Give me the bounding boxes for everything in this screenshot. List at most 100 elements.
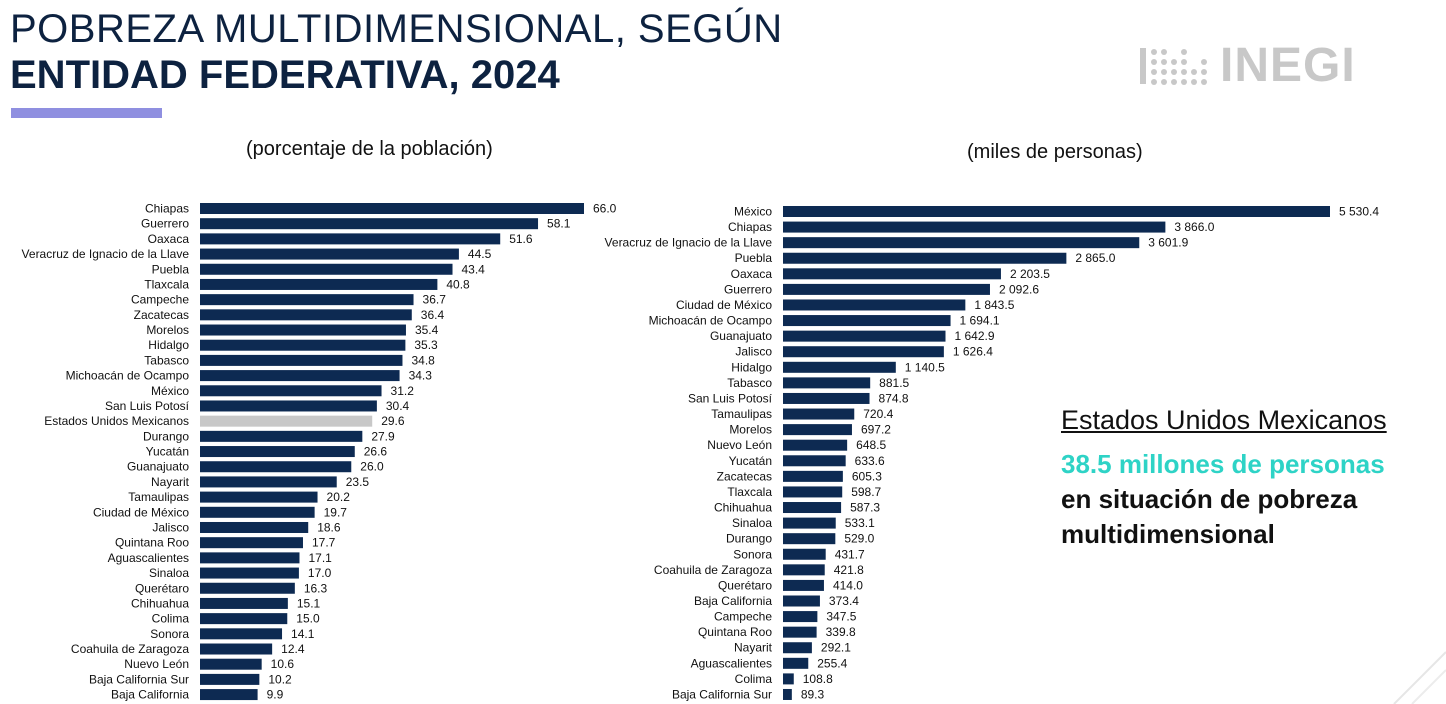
- right-bar: [783, 237, 1140, 249]
- summary-text: 38.5 millones de personas en situación d…: [1061, 447, 1401, 552]
- left-value-label: 35.4: [415, 323, 439, 337]
- left-category-label: Michoacán de Ocampo: [66, 369, 190, 383]
- right-category-label: Campeche: [714, 610, 772, 624]
- left-bar: [200, 552, 300, 564]
- left-value-label: 17.0: [308, 566, 332, 580]
- summary-rest: en situación de pobreza multidimensional: [1061, 484, 1358, 549]
- right-value-label: 1 694.1: [960, 314, 1000, 328]
- right-bar: [783, 548, 826, 560]
- left-value-label: 40.8: [446, 277, 470, 291]
- page-title-line2: ENTIDAD FEDERATIVA, 2024: [10, 53, 560, 97]
- left-bar: [200, 476, 337, 488]
- right-value-label: 292.1: [821, 641, 851, 655]
- left-bar: [200, 218, 539, 230]
- left-bar: [200, 597, 288, 609]
- right-value-label: 529.0: [844, 532, 874, 546]
- right-bar: [783, 283, 990, 295]
- right-value-label: 1 626.4: [953, 345, 993, 359]
- right-category-label: Zacatecas: [717, 469, 772, 483]
- right-bar: [783, 346, 944, 358]
- left-value-label: 30.4: [386, 399, 410, 413]
- right-value-label: 598.7: [851, 485, 881, 499]
- right-category-label: México: [734, 205, 772, 219]
- left-bar: [200, 233, 501, 245]
- left-category-label: Coahuila de Zaragoza: [71, 642, 189, 656]
- right-category-label: Nuevo León: [707, 438, 772, 452]
- right-category-label: Morelos: [729, 423, 772, 437]
- left-bar: [200, 203, 584, 214]
- left-category-label: México: [151, 384, 189, 398]
- right-value-label: 1 140.5: [905, 360, 945, 374]
- left-value-label: 36.4: [421, 308, 445, 322]
- left-bar: [200, 689, 258, 701]
- left-bar: [200, 643, 273, 655]
- left-category-label: Chiapas: [145, 202, 189, 216]
- right-category-label: Chihuahua: [714, 501, 772, 515]
- right-bar: [783, 688, 792, 700]
- left-category-label: Morelos: [146, 323, 189, 337]
- right-bar: [783, 579, 824, 591]
- right-bar: [783, 657, 809, 669]
- left-value-label: 58.1: [547, 217, 571, 231]
- left-bar: [200, 567, 299, 579]
- right-category-label: Guanajuato: [710, 329, 772, 343]
- left-value-label: 15.1: [297, 596, 321, 610]
- left-category-label: Campeche: [131, 293, 189, 307]
- right-bar: [783, 424, 852, 436]
- right-bar: [783, 439, 848, 451]
- right-category-label: Jalisco: [735, 345, 772, 359]
- right-value-label: 5 530.4: [1339, 205, 1379, 219]
- left-value-label: 18.6: [317, 520, 341, 534]
- right-bar: [783, 611, 818, 623]
- right-value-label: 2 092.6: [999, 282, 1039, 296]
- right-category-label: Oaxaca: [731, 267, 773, 281]
- right-value-label: 633.6: [855, 454, 885, 468]
- left-chart-subtitle: (porcentaje de la población): [246, 138, 493, 160]
- left-category-label: Zacatecas: [134, 308, 189, 322]
- right-category-label: Yucatán: [729, 454, 772, 468]
- left-category-label: Hidalgo: [148, 338, 189, 352]
- right-value-label: 605.3: [852, 469, 882, 483]
- left-value-label: 9.9: [267, 688, 284, 702]
- right-bar: [783, 408, 855, 420]
- right-category-label: Durango: [726, 532, 772, 546]
- left-bar: [200, 309, 412, 321]
- left-value-label: 10.2: [268, 672, 292, 686]
- right-chart-subtitle: (miles de personas): [967, 141, 1143, 163]
- right-value-label: 347.5: [826, 610, 856, 624]
- right-bar: [783, 315, 951, 327]
- left-bar: [200, 339, 406, 351]
- right-bar: [783, 299, 966, 311]
- right-value-label: 3 601.9: [1148, 236, 1188, 250]
- right-category-label: Querétaro: [718, 578, 772, 592]
- inegi-logo: INEGI: [1138, 42, 1356, 90]
- left-bar: [200, 400, 377, 412]
- left-category-label: Chihuahua: [131, 596, 189, 610]
- left-category-label: Querétaro: [135, 581, 189, 595]
- left-category-label: Tabasco: [144, 353, 189, 367]
- right-category-label: San Luis Potosí: [688, 391, 773, 405]
- left-value-label: 17.1: [308, 551, 332, 565]
- right-bar: [783, 268, 1001, 280]
- right-value-label: 648.5: [856, 438, 886, 452]
- left-category-label: Guanajuato: [127, 460, 189, 474]
- right-value-label: 414.0: [833, 578, 863, 592]
- left-bar: [200, 263, 453, 275]
- right-value-label: 339.8: [826, 625, 856, 639]
- right-category-label: Sinaloa: [732, 516, 772, 530]
- right-bar: [783, 517, 836, 529]
- left-value-label: 10.6: [271, 657, 295, 671]
- left-bar: [200, 294, 414, 306]
- left-value-label: 15.0: [296, 612, 320, 626]
- right-bar: [783, 392, 870, 404]
- left-value-label: 66.0: [593, 202, 617, 216]
- right-value-label: 3 866.0: [1174, 220, 1214, 234]
- left-category-label: Baja California: [111, 688, 189, 702]
- right-category-label: Tabasco: [727, 376, 772, 390]
- left-bar: [200, 582, 295, 594]
- left-bar: [200, 461, 352, 473]
- left-value-label: 26.6: [364, 445, 388, 459]
- right-value-label: 373.4: [829, 594, 859, 608]
- right-category-label: Nayarit: [734, 641, 773, 655]
